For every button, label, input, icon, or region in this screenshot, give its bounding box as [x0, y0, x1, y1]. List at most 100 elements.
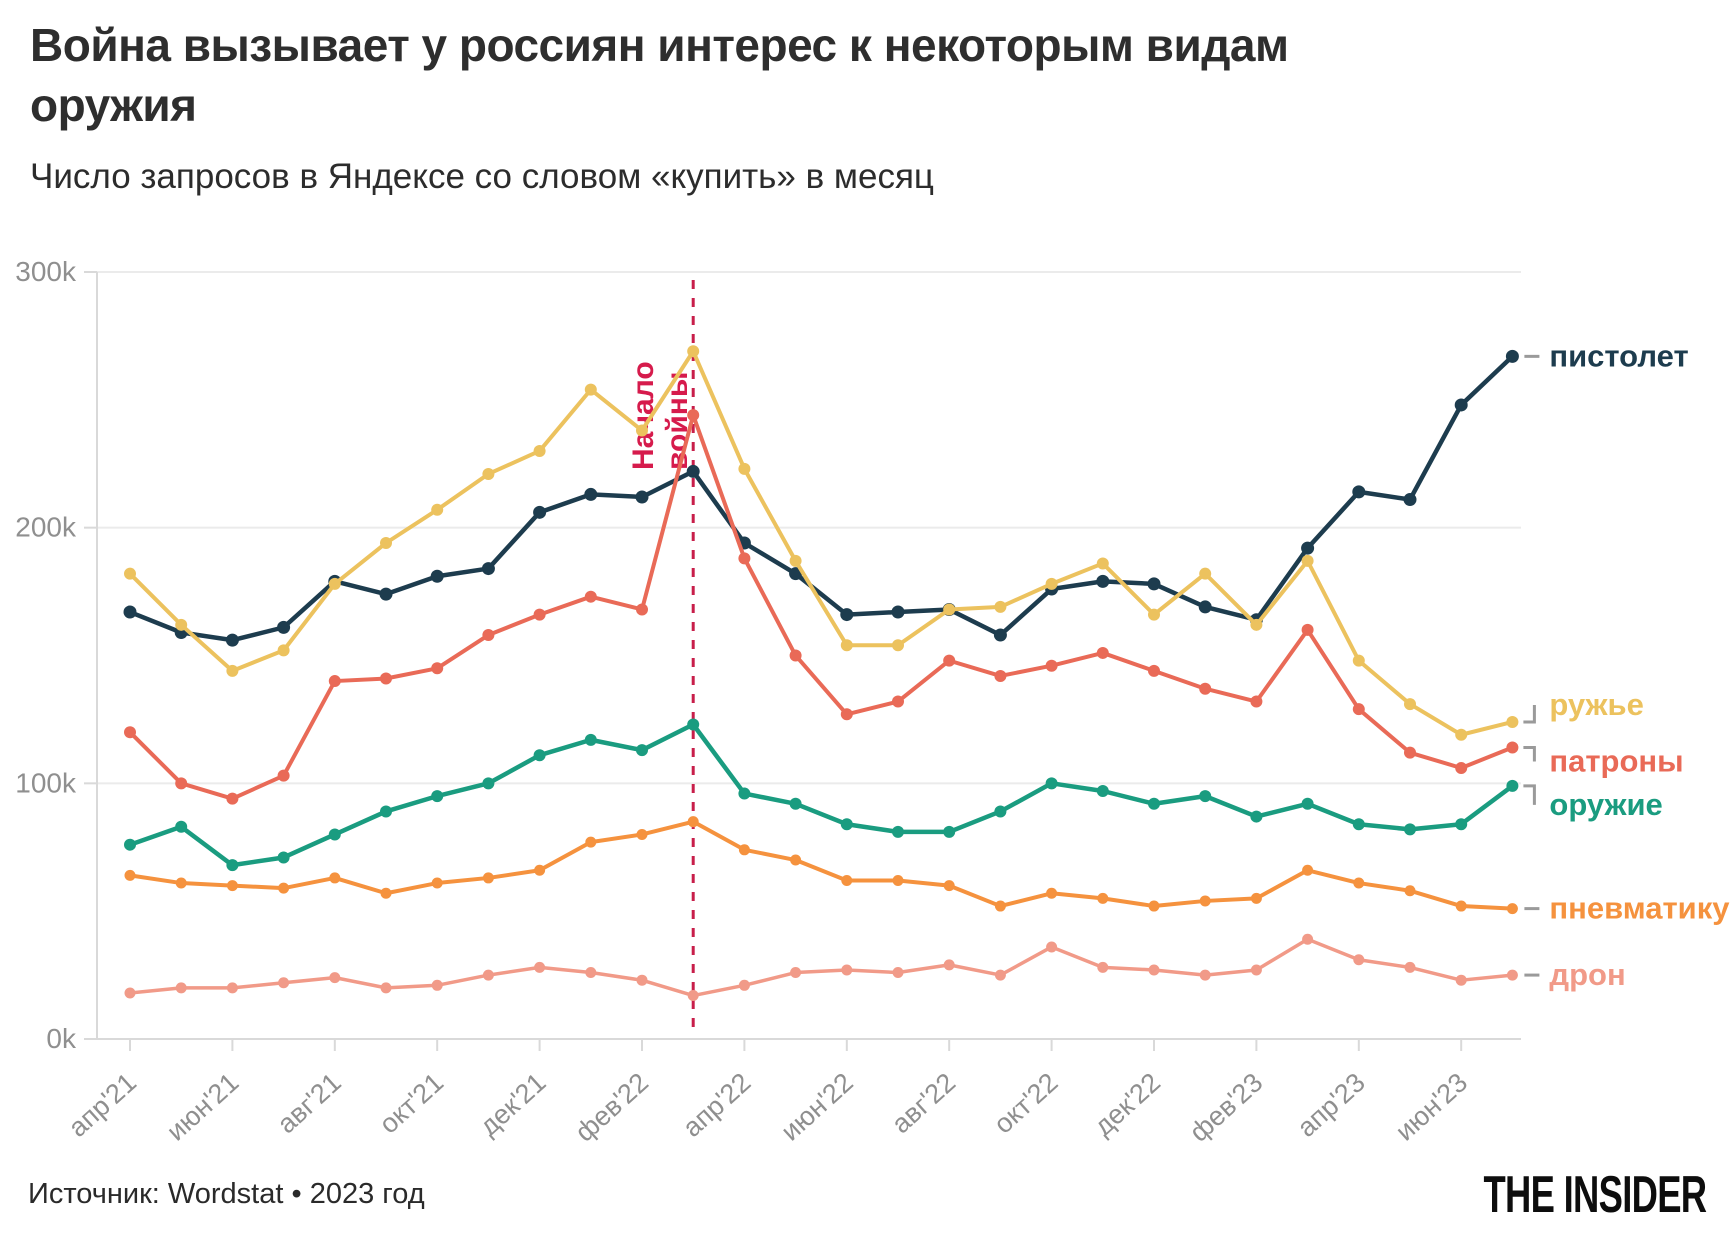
data-point-drone: [892, 967, 904, 979]
data-point-rifle: [226, 664, 239, 677]
data-point-ammo: [1352, 703, 1365, 716]
data-point-airgun: [1404, 885, 1416, 897]
data-point-drone: [482, 969, 494, 981]
data-point-rifle: [738, 462, 751, 475]
legend-label-airgun: пневматику: [1549, 891, 1730, 926]
data-point-rifle: [533, 444, 546, 457]
data-point-drone: [943, 959, 955, 971]
data-point-ammo: [328, 675, 341, 688]
series-line-airgun: [129, 819, 1513, 911]
data-point-drone: [226, 982, 238, 994]
data-point-ammo: [175, 777, 188, 790]
data-point-weapon: [226, 859, 239, 872]
series-line-drone: [129, 937, 1513, 998]
data-point-rifle: [380, 537, 392, 550]
x-axis-label: апр'21: [63, 1067, 142, 1143]
data-point-weapon: [738, 787, 751, 800]
legend-label-drone: дрон: [1549, 957, 1625, 992]
data-point-ammo: [533, 608, 546, 621]
data-point-ammo: [226, 792, 239, 805]
data-point-pistol: [891, 605, 905, 619]
x-axis-label: июн'22: [775, 1067, 859, 1146]
data-point-ammo: [636, 603, 648, 616]
data-point-drone: [1148, 964, 1160, 976]
data-point-pistol: [123, 605, 137, 619]
data-point-ammo: [380, 672, 392, 685]
x-axis-label: авг'22: [886, 1067, 961, 1139]
data-point-airgun: [1353, 877, 1365, 889]
page-title-line2: оружия: [30, 78, 197, 131]
data-point-rifle: [636, 424, 648, 437]
data-point-drone: [124, 987, 136, 999]
data-point-drone: [1199, 969, 1211, 981]
y-axis-label: 100k: [15, 767, 77, 798]
data-point-rifle: [1199, 567, 1212, 580]
data-point-rifle: [1148, 608, 1160, 621]
chart-subtitle: Число запросов в Яндексе со словом «купи…: [30, 157, 934, 196]
data-point-rifle: [789, 554, 802, 567]
data-point-airgun: [1199, 895, 1211, 907]
data-point-rifle: [1250, 618, 1263, 631]
data-point-ammo: [431, 662, 444, 675]
data-point-airgun: [687, 816, 699, 828]
data-point-pistol: [993, 628, 1007, 642]
data-point-ammo: [1199, 682, 1212, 695]
legend-label-weapon: оружие: [1549, 787, 1662, 822]
data-point-weapon: [1045, 777, 1058, 790]
data-point-rifle: [584, 383, 597, 396]
data-point-airgun: [790, 854, 802, 866]
data-point-rifle: [943, 603, 956, 616]
the-insider-logo: THE INSIDER: [1483, 1166, 1707, 1224]
data-point-weapon: [1455, 818, 1468, 831]
y-axis-label: 0k: [46, 1023, 77, 1054]
data-point-airgun: [1506, 903, 1518, 915]
data-point-drone: [687, 990, 699, 1002]
data-point-rifle: [1506, 715, 1519, 728]
data-point-ammo: [1455, 761, 1468, 774]
data-point-weapon: [124, 838, 136, 851]
data-point-weapon: [277, 851, 290, 864]
data-point-rifle: [1096, 557, 1109, 570]
data-point-ammo: [943, 654, 956, 667]
x-axis-label: авг'21: [271, 1067, 346, 1139]
data-point-drone: [636, 974, 648, 986]
data-point-ammo: [124, 726, 136, 739]
x-axis-label: апр'23: [1291, 1067, 1370, 1143]
data-point-drone: [738, 979, 750, 991]
x-axis-label: июн'23: [1390, 1067, 1474, 1146]
data-point-pistol: [1454, 398, 1468, 412]
data-point-pistol: [225, 633, 239, 647]
data-point-ammo: [1506, 741, 1519, 754]
data-point-pistol: [430, 569, 444, 583]
series-line-rifle: [128, 349, 1513, 737]
data-point-drone: [1455, 974, 1467, 986]
data-point-weapon: [380, 805, 392, 818]
data-point-ammo: [1301, 623, 1314, 636]
data-point-drone: [329, 972, 341, 984]
data-point-weapon: [636, 744, 648, 757]
data-point-drone: [380, 982, 392, 994]
data-point-airgun: [1250, 892, 1262, 904]
data-point-weapon: [533, 749, 546, 762]
data-point-airgun: [1097, 892, 1109, 904]
x-axis-label: окт'21: [374, 1067, 450, 1139]
data-point-pistol: [1198, 600, 1212, 614]
data-point-pistol: [533, 505, 547, 519]
data-point-pistol: [1301, 541, 1315, 555]
data-point-rifle: [175, 618, 188, 631]
data-point-pistol: [635, 490, 649, 504]
data-point-pistol: [1403, 493, 1417, 507]
data-point-airgun: [1046, 887, 1058, 899]
data-point-weapon: [943, 825, 956, 838]
data-point-ammo: [482, 629, 495, 642]
data-point-pistol: [277, 620, 291, 634]
data-point-weapon: [1352, 818, 1365, 831]
war-annotation-line2: войны: [661, 371, 694, 470]
data-point-airgun: [892, 874, 904, 886]
data-point-drone: [1250, 964, 1262, 976]
data-point-ammo: [1404, 746, 1416, 759]
y-axis-label: 200k: [15, 512, 77, 543]
data-point-airgun: [738, 844, 750, 856]
war-annotation-line1: Начало: [627, 361, 660, 470]
data-point-rifle: [1301, 554, 1314, 567]
